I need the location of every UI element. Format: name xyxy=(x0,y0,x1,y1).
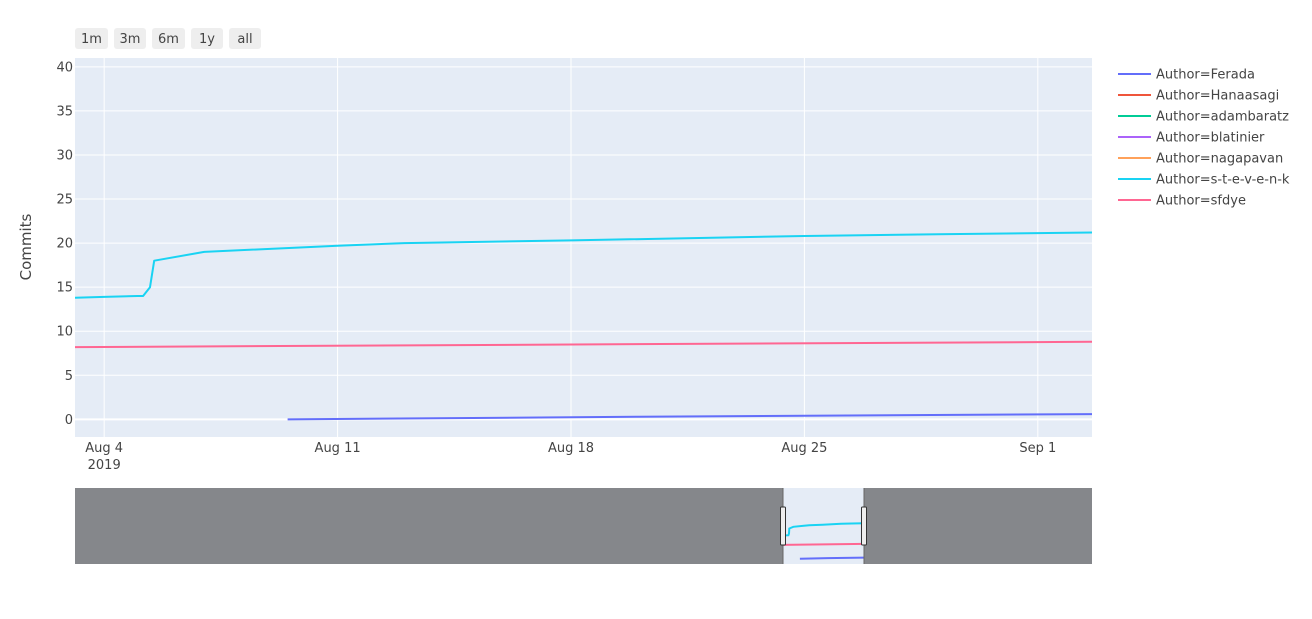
range-button-1y[interactable]: 1y xyxy=(191,28,223,49)
y-tick-label: 30 xyxy=(56,148,73,163)
series-line-ferada xyxy=(287,413,1092,421)
legend-label: Author=Ferada xyxy=(1156,68,1255,83)
range-button-bg xyxy=(75,28,108,49)
legend-item-s-t-e-v-e-n-k[interactable]: Author=s-t-e-v-e-n-k xyxy=(1118,173,1290,188)
legend-item-blatinier[interactable]: Author=blatinier xyxy=(1118,131,1265,146)
legend-item-nagapavan[interactable]: Author=nagapavan xyxy=(1118,152,1283,167)
legend-label: Author=blatinier xyxy=(1156,131,1265,146)
legend-item-sfdye[interactable]: Author=sfdye xyxy=(1118,194,1246,209)
range-button-bg xyxy=(229,28,261,49)
x-tick-label: Sep 1 xyxy=(1019,441,1056,456)
range-selector: 1m 3m 6m 1y all xyxy=(75,28,261,49)
y-tick-label: 15 xyxy=(56,281,73,296)
x-tick-label: Aug 4 xyxy=(85,441,123,456)
legend-label: Author=nagapavan xyxy=(1156,152,1283,167)
range-slider-line xyxy=(782,522,865,537)
range-button-3m[interactable]: 3m xyxy=(114,28,146,49)
range-slider-line xyxy=(799,556,865,560)
range-slider[interactable] xyxy=(75,488,1092,564)
x-tick-sublabel: 2019 xyxy=(88,458,121,473)
legend-label: Author=s-t-e-v-e-n-k xyxy=(1156,173,1290,188)
range-slider-lines xyxy=(782,522,865,560)
range-button-label: all xyxy=(237,32,252,47)
range-button-label: 1m xyxy=(81,32,102,47)
range-slider-mask-right xyxy=(864,488,1092,564)
series-lines xyxy=(75,231,1092,421)
y-tick-label: 25 xyxy=(56,193,73,208)
y-tick-label: 0 xyxy=(65,413,73,428)
legend-label: Author=Hanaasagi xyxy=(1156,89,1279,104)
range-button-label: 3m xyxy=(120,32,141,47)
x-tick-label: Aug 25 xyxy=(781,441,827,456)
range-button-bg xyxy=(114,28,146,49)
series-line-sfdye xyxy=(75,340,1092,349)
legend-label: Author=sfdye xyxy=(1156,194,1246,209)
x-tick-label: Aug 18 xyxy=(548,441,594,456)
y-tick-label: 20 xyxy=(56,237,73,252)
series-line-s-t-e-v-e-n-k xyxy=(75,231,1092,299)
legend-label: Author=adambaratz xyxy=(1156,110,1289,125)
legend-item-adambaratz[interactable]: Author=adambaratz xyxy=(1118,110,1289,125)
plot-area xyxy=(75,58,1092,437)
legend: Author=Ferada Author=Hanaasagi Author=adam… xyxy=(1118,68,1290,209)
range-button-1m[interactable]: 1m xyxy=(75,28,108,49)
range-button-label: 1y xyxy=(199,32,215,47)
y-axis-ticks: 0 5 10 15 20 25 30 35 40 xyxy=(56,60,73,428)
legend-item-ferada[interactable]: Author=Ferada xyxy=(1118,68,1255,83)
range-slider-mask-left xyxy=(75,488,783,564)
y-tick-label: 10 xyxy=(56,325,73,340)
gridlines xyxy=(75,58,1092,437)
range-button-label: 6m xyxy=(158,32,179,47)
range-button-bg xyxy=(152,28,185,49)
y-axis-title: Commits xyxy=(17,213,35,280)
range-slider-line xyxy=(782,542,865,546)
range-slider-handle-right[interactable] xyxy=(861,506,867,546)
range-slider-handle-left[interactable] xyxy=(780,506,786,546)
range-button-all[interactable]: all xyxy=(229,28,261,49)
x-tick-label: Aug 11 xyxy=(315,441,361,456)
range-button-6m[interactable]: 6m xyxy=(152,28,185,49)
x-axis-ticks: Aug 4 2019 Aug 11 Aug 18 Aug 25 Sep 1 xyxy=(85,441,1056,473)
y-tick-label: 5 xyxy=(65,369,73,384)
range-button-bg xyxy=(191,28,223,49)
y-tick-label: 35 xyxy=(56,104,73,119)
y-tick-label: 40 xyxy=(56,60,73,75)
legend-item-hanaasagi[interactable]: Author=Hanaasagi xyxy=(1118,89,1279,104)
